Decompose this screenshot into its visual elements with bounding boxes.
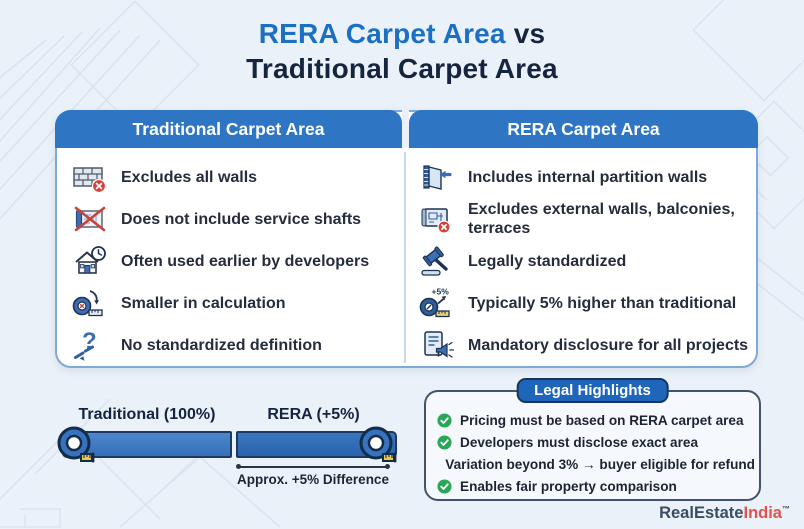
list-item-label: Excludes all walls xyxy=(121,168,258,186)
blueprint-excluded-icon xyxy=(417,200,455,238)
list-item: Enables fair property comparison xyxy=(437,475,755,497)
traditional-column-header: Traditional Carpet Area xyxy=(55,110,402,148)
list-item: Often used earlier by developers xyxy=(70,240,400,282)
rera-column: Includes internal partition walls Exclud… xyxy=(417,156,755,366)
list-item-label: Does not include service shafts xyxy=(121,210,362,228)
partition-wall-arrow-icon xyxy=(417,158,455,196)
gavel-icon xyxy=(417,242,455,280)
list-item-label: Developers must disclose exact area xyxy=(460,434,699,450)
list-item-label: Smaller in calculation xyxy=(121,294,286,312)
list-item-label: Typically 5% higher than traditional xyxy=(468,294,737,312)
list-item: Excludes external walls, balconies, terr… xyxy=(417,198,755,240)
list-item: Smaller in calculation xyxy=(70,282,400,324)
page-title: RERA Carpet Area vs Traditional Carpet A… xyxy=(0,16,804,86)
check-icon xyxy=(437,434,452,450)
tape-bar-diagram: Traditional (100%) RERA (+5%) Approx. +5… xyxy=(0,398,420,516)
list-item: Pricing must be based on RERA carpet are… xyxy=(437,409,755,431)
list-item-label: Includes internal partition walls xyxy=(468,168,708,186)
question-mark-icon: ? xyxy=(70,326,108,364)
list-item: Legally standardized xyxy=(417,240,755,282)
brand-accent: India xyxy=(743,504,782,522)
tape-measure-plus5-icon: +5% xyxy=(417,284,455,322)
title-line2: Traditional Carpet Area xyxy=(246,53,558,84)
brand-primary: RealEstate xyxy=(659,504,744,522)
list-item: Includes internal partition walls xyxy=(417,156,755,198)
list-item: Does not include service shafts xyxy=(70,198,400,240)
rera-column-header: RERA Carpet Area xyxy=(409,110,758,148)
rera-bar-label: RERA (+5%) xyxy=(267,406,360,423)
brick-wall-excluded-icon xyxy=(70,158,108,196)
comparison-card: Traditional Carpet Area RERA Carpet Area… xyxy=(55,110,758,368)
legal-highlights-list: Pricing must be based on RERA carpet are… xyxy=(437,409,755,497)
list-item-label: No standardized definition xyxy=(121,336,322,354)
check-icon xyxy=(437,478,452,494)
list-item: ? No standardized definition xyxy=(70,324,400,366)
svg-text:+5%: +5% xyxy=(432,287,450,297)
tape-measure-smaller-icon xyxy=(70,284,108,322)
list-item-label: Variation beyond 3% → buyer eligible for… xyxy=(445,456,755,472)
title-vs: vs xyxy=(505,18,546,49)
header-gap-divider xyxy=(402,110,409,148)
legal-highlights-box: Legal Highlights Pricing must be based o… xyxy=(424,378,761,501)
legal-highlights-title: Legal Highlights xyxy=(516,378,669,403)
list-item-label: Mandatory disclosure for all projects xyxy=(468,336,749,354)
column-divider xyxy=(404,152,406,363)
list-item-label: Legally standardized xyxy=(468,252,627,270)
list-item: Excludes all walls xyxy=(70,156,400,198)
tape-measure-reel-icon xyxy=(57,426,95,463)
house-clock-icon xyxy=(70,242,108,280)
brand-logo: RealEstateIndia™ xyxy=(659,504,790,523)
check-icon xyxy=(437,412,452,428)
list-item: Mandatory disclosure for all projects xyxy=(417,324,755,366)
list-item-label: Often used earlier by developers xyxy=(121,252,370,270)
tape-measure-reel-icon xyxy=(359,426,397,463)
difference-measure-line xyxy=(236,464,390,469)
title-highlight: RERA Carpet Area xyxy=(258,18,506,49)
disclosure-megaphone-icon xyxy=(417,326,455,364)
traditional-bar-label: Traditional (100%) xyxy=(78,406,216,423)
trademark-symbol: ™ xyxy=(782,504,790,514)
list-item-label: Excludes external walls, balconies, terr… xyxy=(468,201,735,237)
difference-label: Approx. +5% Difference xyxy=(237,472,389,487)
list-item: Variation beyond 3% → buyer eligible for… xyxy=(437,453,755,475)
list-item-label: Pricing must be based on RERA carpet are… xyxy=(460,412,744,428)
list-item: +5% Typically 5% higher than traditional xyxy=(417,282,755,324)
list-item-label: Enables fair property comparison xyxy=(460,478,677,494)
blueprint-crossed-icon xyxy=(70,200,108,238)
list-item: Developers must disclose exact area xyxy=(437,431,755,453)
traditional-column: Excludes all walls Does not include serv… xyxy=(70,156,400,366)
